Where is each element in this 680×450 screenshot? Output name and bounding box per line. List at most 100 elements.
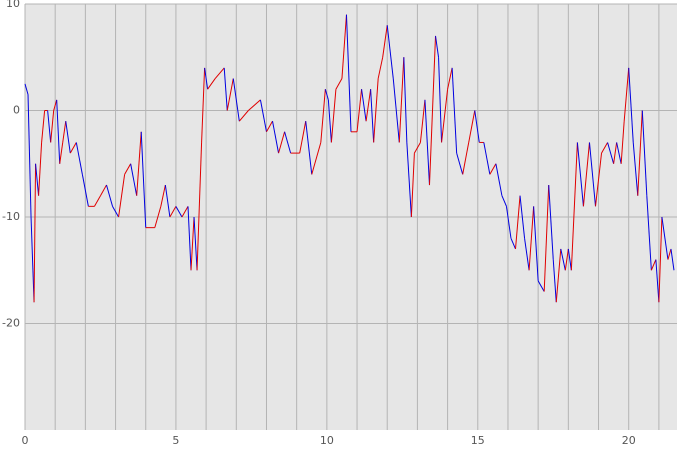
line-segment <box>413 142 421 154</box>
line-segment <box>30 216 35 303</box>
line-segment <box>623 67 630 122</box>
line-segment <box>510 238 516 250</box>
line-segment <box>601 142 609 154</box>
line-segment <box>193 216 198 271</box>
line-segment <box>266 120 273 133</box>
line-segment <box>38 142 43 196</box>
line-segment <box>65 121 71 154</box>
line-segment <box>377 57 384 79</box>
line-segment <box>56 99 61 164</box>
line-segment <box>160 184 166 207</box>
line-segment <box>118 174 126 218</box>
line-segment <box>238 110 249 122</box>
x-tick-label: 15 <box>471 434 485 447</box>
line-segment <box>175 206 183 218</box>
line-segment <box>93 195 101 207</box>
line-segment <box>311 142 322 175</box>
line-segment <box>650 259 657 271</box>
line-segment <box>548 185 554 260</box>
line-segment <box>356 89 363 132</box>
y-tick-label: 10 <box>6 0 20 10</box>
line-segment <box>124 163 132 175</box>
line-segment <box>406 142 412 218</box>
line-segment <box>570 142 578 271</box>
line-segment <box>370 89 375 143</box>
line-segment <box>424 99 430 186</box>
line-segment <box>462 142 470 175</box>
line-segment <box>528 206 535 271</box>
line-segment <box>410 153 415 218</box>
line-segment <box>27 94 32 218</box>
line-segment <box>641 110 648 196</box>
line-segment <box>232 78 240 122</box>
line-segment <box>69 142 77 154</box>
x-tick-label: 20 <box>622 434 636 447</box>
line-segment <box>278 131 286 154</box>
line-segment <box>447 67 453 90</box>
line-segment <box>483 142 491 175</box>
line-segment <box>658 216 663 303</box>
line-segment <box>646 195 652 271</box>
line-segment <box>637 110 643 196</box>
line-segment <box>489 163 497 175</box>
x-tick-label: 5 <box>172 434 179 447</box>
line-segment <box>305 121 313 175</box>
line-segment <box>441 89 449 143</box>
line-segment <box>214 67 225 79</box>
line-segment <box>670 248 675 271</box>
line-segment <box>543 185 550 292</box>
line-segment <box>474 110 480 143</box>
line-segment <box>41 110 46 143</box>
line-segment <box>607 142 615 164</box>
line-segment <box>398 57 405 143</box>
line-segment <box>515 195 521 249</box>
line-segment <box>47 110 52 143</box>
line-segment <box>456 152 464 175</box>
line-segment <box>386 25 394 79</box>
x-tick-label: 10 <box>320 434 334 447</box>
line-segment <box>223 67 228 111</box>
line-segment <box>552 259 557 303</box>
line-segment <box>468 110 476 143</box>
line-segment <box>435 35 440 58</box>
line-segment <box>451 67 458 154</box>
line-segment <box>259 99 267 132</box>
line-segment <box>154 206 162 228</box>
line-segment <box>524 238 530 271</box>
line-segment <box>181 206 189 218</box>
line-segment <box>365 89 372 122</box>
line-segment <box>100 184 107 196</box>
line-segment <box>81 174 89 207</box>
line-segment <box>537 280 545 292</box>
line-segment <box>661 216 669 260</box>
line-segment <box>327 99 332 143</box>
line-segment <box>382 25 388 58</box>
line-segment <box>75 142 83 175</box>
line-segment <box>330 89 337 143</box>
line-segment <box>373 78 379 143</box>
line-segment <box>505 206 512 239</box>
line-segment <box>533 206 539 281</box>
line-segment <box>655 259 660 303</box>
line-segment <box>419 99 426 143</box>
line-segment <box>53 99 58 111</box>
line-segment <box>564 248 569 271</box>
line-segment <box>632 142 639 196</box>
line-segment <box>616 142 622 164</box>
y-tick-label: -20 <box>2 317 20 330</box>
line-segment <box>284 131 292 154</box>
line-segment <box>201 67 206 143</box>
line-segment <box>35 163 40 196</box>
line-segment <box>136 131 142 196</box>
line-segment <box>428 35 437 186</box>
line-segment <box>438 57 443 143</box>
line-segment <box>299 121 307 154</box>
line-segment <box>33 163 37 303</box>
line-segment <box>248 99 261 111</box>
line-segment <box>501 195 507 207</box>
line-segment <box>130 163 138 196</box>
line-segment <box>567 248 572 271</box>
x-tick-label: 0 <box>22 434 29 447</box>
line-segment <box>196 142 203 271</box>
